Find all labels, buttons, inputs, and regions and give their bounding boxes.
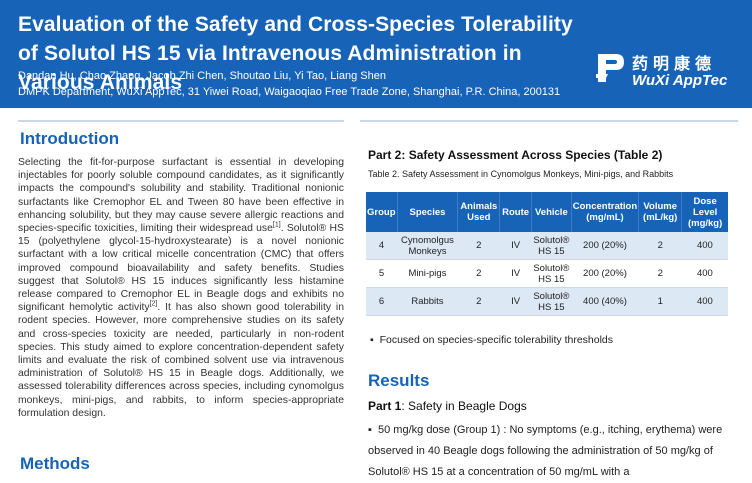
col-header-route: Route <box>499 192 532 232</box>
cell-concentration: 200 (20%) <box>571 259 639 288</box>
poster-header: Evaluation of the Safety and Cross-Speci… <box>0 0 752 108</box>
section-divider <box>18 120 344 122</box>
cell-vehicle: Solutol® HS 15 <box>531 232 572 260</box>
cell-vehicle: Solutol® HS 15 <box>531 259 572 288</box>
part2-heading: Part 2: Safety Assessment Across Species… <box>368 148 662 162</box>
cell-group: 6 <box>366 287 397 316</box>
citation-2: [2] <box>149 300 158 308</box>
table-caption: Table 2. Safety Assessment in Cynomolgus… <box>368 169 674 179</box>
intro-text-2: . Solutol® HS 15 (polyethylene glycol-15… <box>18 223 344 314</box>
cell-route: IV <box>499 259 532 288</box>
part1-heading: Part 1: Safety in Beagle Dogs <box>368 399 527 413</box>
introduction-heading: Introduction <box>20 129 120 148</box>
logo-mark-icon <box>596 54 624 82</box>
col-header-species: Species <box>397 192 459 232</box>
cell-route: IV <box>499 287 532 316</box>
cell-group: 5 <box>366 259 397 288</box>
section-divider <box>360 120 738 122</box>
part1-title: : Safety in Beagle Dogs <box>401 399 527 413</box>
bullet-dot-icon: ▪ <box>370 334 380 346</box>
col-header-concentration: Concentration (mg/mL) <box>571 192 640 232</box>
cell-species: Mini-pigs <box>397 259 458 288</box>
results-bullet-text: 50 mg/kg dose (Group 1) : No symptoms (e… <box>368 424 723 478</box>
cell-dose: 400 <box>681 287 728 316</box>
logo-english-text: WuXi AppTec <box>632 72 728 89</box>
author-list: Dandan Hu, Chao Zhang, Jacob Zhi Chen, S… <box>18 70 386 82</box>
table-header-row: Group Species Animals Used Route Vehicle… <box>366 192 728 232</box>
introduction-paragraph: Selecting the fit-for-purpose surfactant… <box>18 156 344 420</box>
cell-volume: 2 <box>638 259 682 288</box>
results-bullet: ▪ 50 mg/kg dose (Group 1) : No symptoms … <box>368 420 738 483</box>
cell-vehicle: Solutol® HS 15 <box>531 287 572 316</box>
cell-route: IV <box>499 232 532 260</box>
cell-concentration: 200 (20%) <box>571 232 639 260</box>
methods-heading: Methods <box>20 454 90 473</box>
affiliation: DMPK Department, WuXi AppTec, 31 Yiwei R… <box>18 86 561 98</box>
poster-title: Evaluation of the Safety and Cross-Speci… <box>18 13 573 94</box>
col-header-group: Group <box>366 192 398 232</box>
cell-concentration: 400 (40%) <box>571 287 639 316</box>
intro-text-3: . It has also shown good tolerability in… <box>18 302 344 419</box>
cell-group: 4 <box>366 232 397 260</box>
cell-dose: 400 <box>681 259 728 288</box>
bullet-text: Focused on species-specific tolerability… <box>379 334 614 346</box>
col-header-volume: Volume (mL/kg) <box>638 192 683 232</box>
cell-species: Rabbits <box>397 287 458 316</box>
cell-volume: 1 <box>638 287 682 316</box>
col-header-dose: Dose Level (mg/kg) <box>681 192 728 232</box>
bullet-item: ▪ Focused on species-specific tolerabili… <box>370 334 613 346</box>
cell-species: Cynomolgus Monkeys <box>397 232 458 260</box>
part2-label: Part 2 <box>368 148 402 162</box>
cell-animals: 2 <box>457 259 500 288</box>
wuxi-apptec-logo: 药明康德 WuXi AppTec <box>596 46 746 96</box>
cell-volume: 2 <box>638 232 682 260</box>
logo-chinese-text: 药明康德 <box>632 54 717 73</box>
citation-1: [1] <box>272 221 281 229</box>
part2-title: : Safety Assessment Across Species (Tabl… <box>401 148 663 162</box>
table-row: 4 Cynomolgus Monkeys 2 IV Solutol® HS 15… <box>366 232 728 260</box>
intro-text-1: Selecting the fit-for-purpose surfactant… <box>18 157 344 235</box>
col-header-vehicle: Vehicle <box>531 192 572 232</box>
bullet-dot-icon: ▪ <box>368 424 379 436</box>
cell-animals: 2 <box>457 232 500 260</box>
cell-animals: 2 <box>457 287 500 316</box>
part1-label: Part 1 <box>368 399 402 413</box>
col-header-animals: Animals Used <box>457 192 501 232</box>
table-row: 5 Mini-pigs 2 IV Solutol® HS 15 200 (20%… <box>366 259 728 288</box>
cell-dose: 400 <box>681 232 728 260</box>
results-heading: Results <box>368 371 430 390</box>
table-row: 6 Rabbits 2 IV Solutol® HS 15 400 (40%) … <box>366 287 728 316</box>
species-safety-table: Group Species Animals Used Route Vehicle… <box>366 192 728 316</box>
